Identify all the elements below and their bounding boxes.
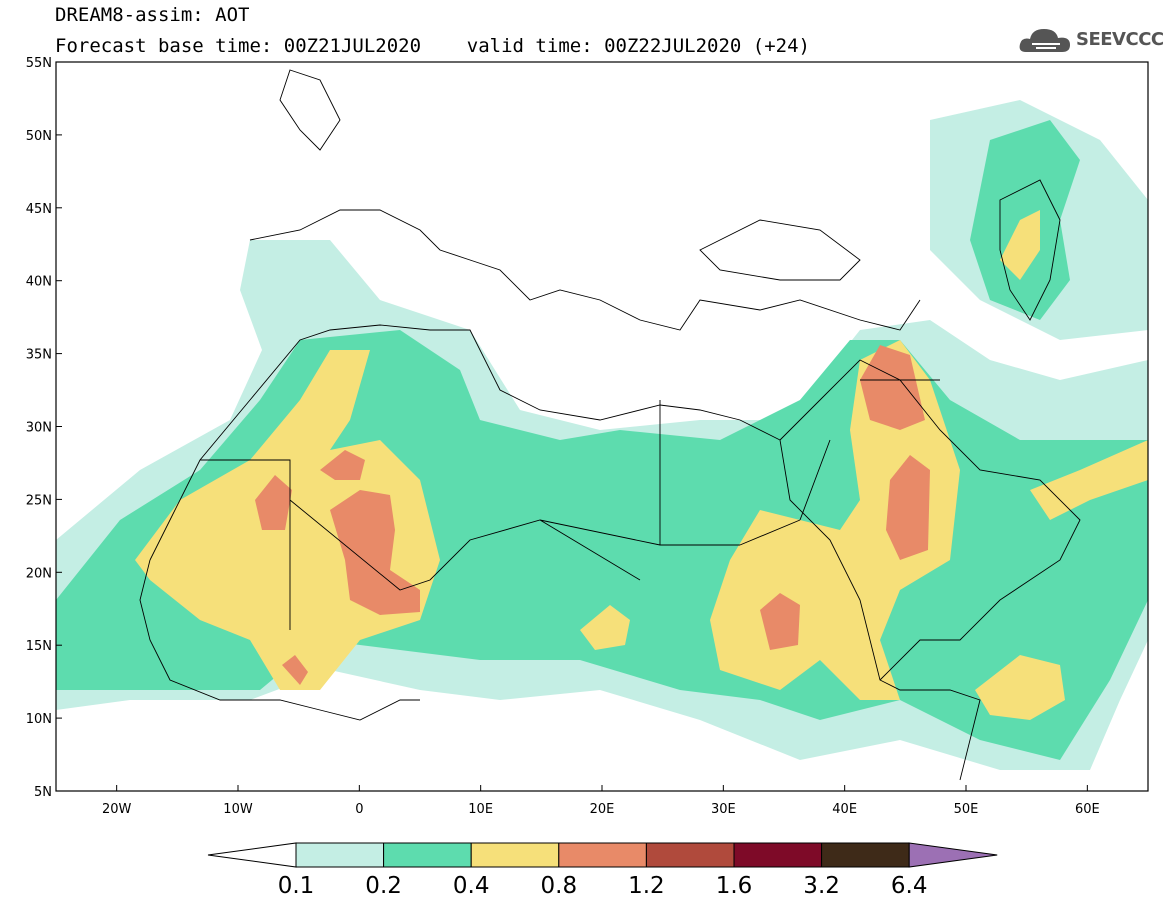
lat-tick-label: 45N	[26, 202, 52, 217]
colorbar-label: 0.1	[277, 873, 315, 899]
coastline-uk	[279, 69, 341, 151]
colorbar-segment	[295, 842, 385, 868]
lat-tick-label: 55N	[26, 56, 52, 71]
colorbar-label: 6.4	[890, 873, 928, 899]
lon-tick-label: 50E	[954, 802, 979, 817]
logo-text: SEEVCCC	[1076, 29, 1164, 50]
lat-tick-label: 10N	[26, 712, 52, 727]
lat-tick-label: 20N	[26, 566, 52, 581]
lon-tick-label: 10E	[468, 802, 493, 817]
coastline-caspian	[999, 179, 1061, 321]
axis-ticks: 20W 10W 0 10E 20E 30E 40E 50E 60E 55N 50N 45N 40N 35N…	[26, 56, 1100, 817]
lon-tick-label: 40E	[832, 802, 857, 817]
forecast-time-line: Forecast base time: 00Z21JUL2020 valid t…	[55, 35, 810, 57]
colorbar-label: 0.2	[365, 873, 402, 899]
lat-tick-label: 40N	[26, 275, 52, 290]
colorbar-over-arrow	[908, 842, 998, 868]
aot-level-0.8g	[282, 655, 308, 685]
colorbar-segment	[470, 842, 560, 868]
colorbar-segment	[383, 842, 472, 868]
colorbar-label: 0.4	[452, 873, 490, 899]
colorbar-label: 1.2	[628, 873, 665, 899]
colorbar-segment	[733, 842, 823, 868]
aot-level-0.8c	[255, 475, 292, 530]
lat-tick-label: 35N	[26, 348, 52, 363]
seevccc-logo: SEEVCCC	[1018, 24, 1164, 56]
colorbar-segment	[645, 842, 735, 868]
lon-tick-label: 10W	[223, 802, 253, 817]
lon-tick-label: 60E	[1075, 802, 1100, 817]
lon-tick-label: 20W	[102, 802, 132, 817]
lon-tick-label: 20E	[590, 802, 615, 817]
coastlines	[139, 69, 1081, 781]
aot-level-0.8e	[886, 455, 930, 560]
lat-tick-label: 25N	[26, 493, 52, 508]
lat-tick-label: 50N	[26, 129, 52, 144]
aot-level-0.8b	[330, 490, 420, 615]
aot-level-0.8a	[320, 450, 365, 480]
aot-level-0.4e	[580, 605, 630, 650]
colorbar-label: 3.2	[803, 873, 840, 899]
aot-level-0.4c	[975, 655, 1065, 720]
coastline-black-sea	[699, 219, 861, 281]
lon-tick-label: 30E	[711, 802, 736, 817]
lon-tick-label: 0	[355, 802, 363, 817]
colorbar-segment	[821, 842, 910, 868]
coastline-arabia	[779, 359, 1081, 681]
coastline-europe	[249, 209, 921, 331]
aot-level-0.4d	[1000, 210, 1040, 280]
aot-level-0.8f	[760, 593, 800, 650]
map-title: DREAM8-assim: AOT	[55, 4, 250, 26]
colorbar-under-arrow	[207, 842, 297, 868]
border-lines	[200, 379, 940, 630]
lat-tick-label: 5N	[34, 785, 52, 800]
aot-level-0.8d	[860, 345, 925, 430]
lat-tick-label: 30N	[26, 421, 52, 436]
lat-tick-label: 15N	[26, 639, 52, 654]
coastline-africa	[149, 324, 981, 781]
colorbar	[207, 842, 998, 868]
cloud-icon	[1019, 29, 1070, 52]
aot-field	[56, 100, 1148, 770]
colorbar-segment	[558, 842, 647, 868]
colorbar-label: 0.8	[540, 873, 578, 899]
colorbar-label: 1.6	[715, 873, 753, 899]
coastline-west-africa	[139, 559, 420, 721]
